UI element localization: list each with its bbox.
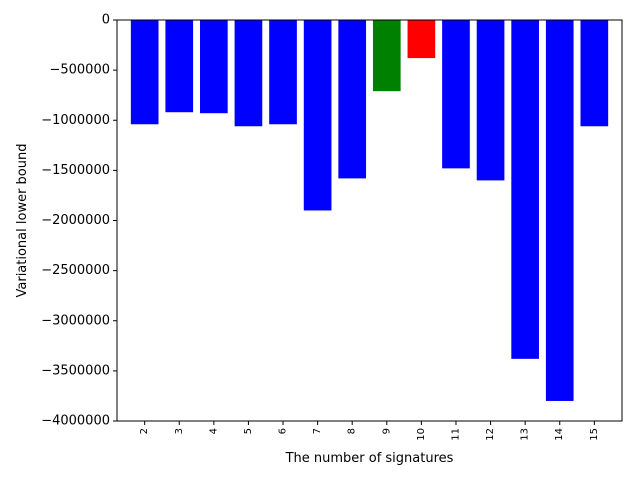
bar-5 — [234, 20, 263, 127]
x-tick-label: 11 — [450, 428, 461, 441]
bar-2 — [130, 20, 159, 125]
y-tick-label: −500000 — [49, 63, 110, 78]
y-axis-label: Variational lower bound — [15, 144, 30, 298]
bar-10 — [407, 20, 436, 59]
x-tick-label: 8 — [347, 428, 358, 434]
bar-6 — [269, 20, 297, 125]
y-axis-ticks: 0 −500000 −1000000 −1500000 −2000000 −2500000… — [41, 13, 117, 429]
bar-13 — [511, 20, 539, 359]
y-tick-label: −3000000 — [41, 313, 110, 328]
bar-7 — [303, 20, 332, 211]
plot-frame — [116, 19, 623, 422]
x-tick-label: 13 — [520, 428, 531, 441]
x-tick-label: 5 — [243, 428, 254, 434]
bar-9 — [372, 20, 401, 92]
y-tick-label: −1500000 — [41, 163, 110, 178]
x-axis-ticks: 2 3 4 5 6 7 8 9 10 11 12 13 14 15 — [139, 421, 600, 441]
bar-14 — [545, 20, 574, 401]
bar-3 — [165, 20, 194, 113]
bar-15 — [580, 20, 609, 127]
x-tick-label: 14 — [554, 428, 565, 441]
x-tick-label: 10 — [416, 428, 427, 441]
x-tick-label: 3 — [174, 428, 185, 434]
bar-12 — [476, 20, 505, 181]
x-tick-label: 9 — [381, 428, 392, 434]
bar-4 — [200, 20, 228, 114]
bar-11 — [442, 20, 470, 169]
y-tick-label: −1000000 — [41, 113, 110, 128]
x-tick-label: 4 — [208, 428, 219, 434]
y-tick-label: −4000000 — [41, 414, 110, 429]
x-tick-label: 15 — [589, 428, 600, 441]
y-tick-label: 0 — [102, 13, 110, 28]
bars-group — [130, 20, 609, 401]
x-tick-label: 6 — [278, 428, 289, 434]
y-tick-label: −3500000 — [41, 363, 110, 378]
x-axis-label: The number of signatures — [285, 451, 454, 466]
y-tick-label: −2000000 — [41, 213, 110, 228]
x-tick-label: 12 — [485, 428, 496, 441]
y-tick-label: −2500000 — [41, 263, 110, 278]
x-tick-label: 7 — [312, 428, 323, 434]
bar-8 — [338, 20, 367, 179]
x-tick-label: 2 — [139, 428, 150, 434]
